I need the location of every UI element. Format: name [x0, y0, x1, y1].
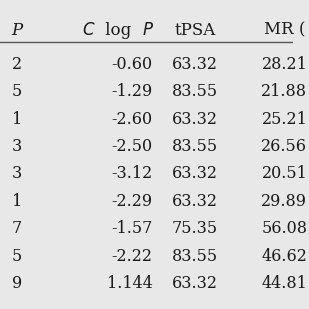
Text: -2.29: -2.29 [111, 193, 152, 210]
Text: -2.22: -2.22 [112, 248, 152, 265]
Text: $C$: $C$ [82, 22, 96, 39]
Text: 5: 5 [12, 248, 22, 265]
Text: 46.62: 46.62 [261, 248, 307, 265]
Text: 3: 3 [12, 166, 22, 183]
Text: 28.21: 28.21 [261, 56, 307, 73]
Text: 1.144: 1.144 [107, 275, 152, 292]
Text: $P$: $P$ [142, 22, 154, 39]
Text: 5: 5 [12, 83, 22, 100]
Text: 1: 1 [12, 111, 22, 128]
Text: -0.60: -0.60 [111, 56, 152, 73]
Text: log: log [100, 22, 136, 39]
Text: 7: 7 [12, 220, 22, 237]
Text: 2: 2 [12, 56, 22, 73]
Text: 21.88: 21.88 [261, 83, 307, 100]
Text: 9: 9 [12, 275, 22, 292]
Text: 29.89: 29.89 [261, 193, 307, 210]
Text: 56.08: 56.08 [261, 220, 307, 237]
Text: tPSA: tPSA [174, 22, 216, 39]
Text: 83.55: 83.55 [172, 138, 218, 155]
Text: MR (: MR ( [264, 22, 305, 39]
Text: 20.51: 20.51 [261, 166, 307, 183]
Text: 63.32: 63.32 [172, 275, 218, 292]
Text: 3: 3 [12, 138, 22, 155]
Text: 63.32: 63.32 [172, 56, 218, 73]
Text: -2.50: -2.50 [111, 138, 152, 155]
Text: 26.56: 26.56 [261, 138, 307, 155]
Text: 1: 1 [12, 193, 22, 210]
Text: 63.32: 63.32 [172, 166, 218, 183]
Text: 44.81: 44.81 [261, 275, 307, 292]
Text: -3.12: -3.12 [111, 166, 152, 183]
Text: 75.35: 75.35 [172, 220, 218, 237]
Text: -2.60: -2.60 [111, 111, 152, 128]
Text: 63.32: 63.32 [172, 111, 218, 128]
Text: 63.32: 63.32 [172, 193, 218, 210]
Text: -1.57: -1.57 [111, 220, 152, 237]
Text: 25.21: 25.21 [261, 111, 307, 128]
Text: -1.29: -1.29 [111, 83, 152, 100]
Text: 83.55: 83.55 [172, 83, 218, 100]
Text: P: P [12, 22, 23, 39]
Text: 83.55: 83.55 [172, 248, 218, 265]
